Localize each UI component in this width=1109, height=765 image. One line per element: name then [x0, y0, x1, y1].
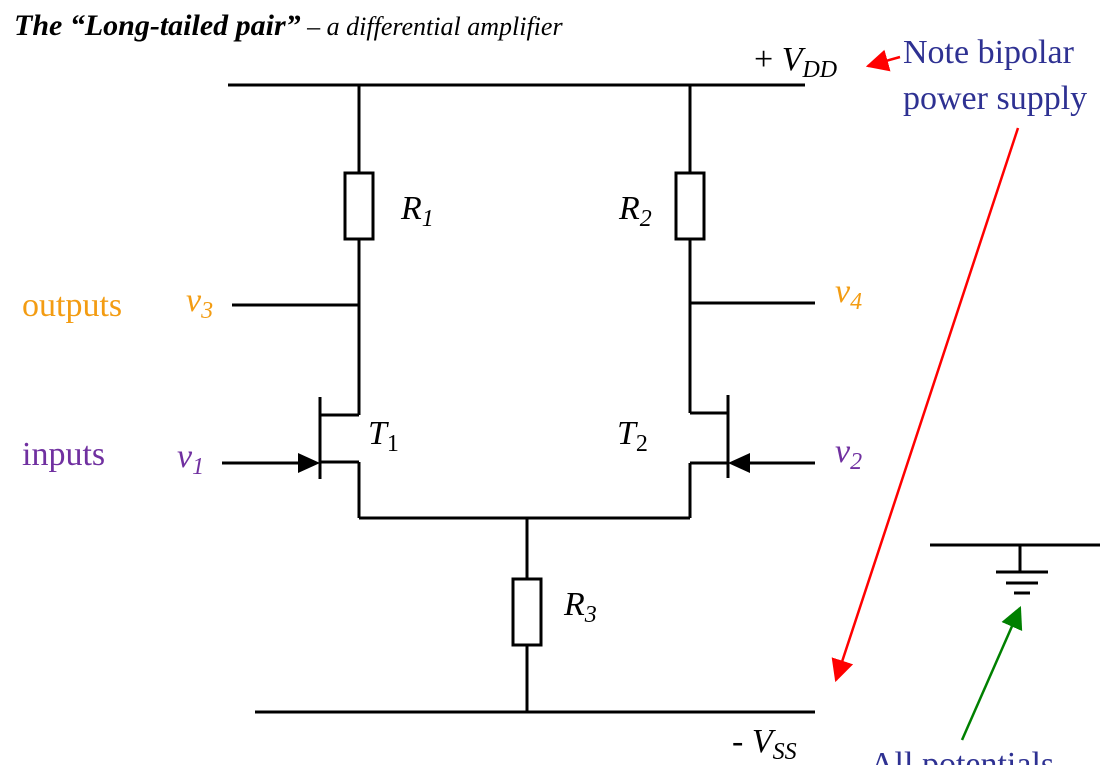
title-subtitle: a differential amplifier: [327, 12, 564, 41]
title: The “Long-tailed pair” – a differential …: [14, 9, 563, 42]
vss-note-arrow-icon: [831, 127, 1020, 683]
resistor-r2: [674, 171, 706, 241]
note-bipolar-line2: power supply: [903, 80, 1087, 117]
ground-note-arrow-icon: [960, 605, 1023, 741]
t2-base-arrow-icon: [728, 453, 750, 473]
v2-label: v2: [835, 433, 862, 475]
t2-label: T2: [617, 415, 648, 457]
vdd-note-arrow-icon: [865, 49, 901, 72]
note-bipolar-line1: Note bipolar: [903, 34, 1075, 71]
t1-label: T1: [368, 415, 399, 457]
note-potentials: All potentials: [870, 746, 1054, 765]
v4-label: v4: [835, 273, 862, 315]
t1-base-arrow-icon: [298, 453, 320, 473]
resistor-r3: [511, 577, 543, 647]
r2-label: R2: [618, 190, 652, 232]
outputs-label: outputs: [22, 287, 122, 324]
v3-label: v3: [186, 282, 213, 324]
resistor-r1: [343, 171, 375, 241]
circuit-wires: [222, 83, 1100, 714]
title-main: The “Long-tailed pair”: [14, 9, 301, 42]
vdd-label: + VDD: [754, 41, 837, 83]
r1-label: R1: [400, 190, 434, 232]
vss-label: - VSS: [732, 723, 797, 765]
r3-label: R3: [563, 586, 597, 628]
inputs-label: inputs: [22, 436, 105, 473]
v1-label: v1: [177, 438, 204, 480]
title-dash: –: [301, 12, 327, 41]
